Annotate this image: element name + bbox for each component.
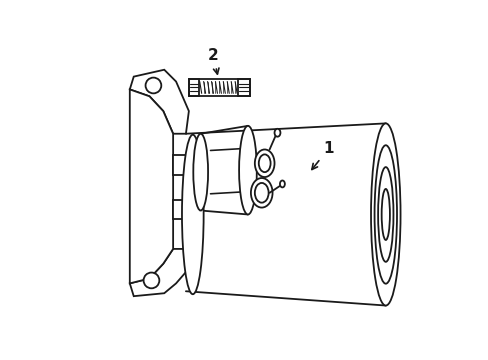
Ellipse shape (254, 149, 274, 177)
Ellipse shape (145, 78, 161, 93)
Ellipse shape (274, 129, 280, 137)
Polygon shape (238, 78, 249, 96)
Polygon shape (188, 78, 198, 96)
Polygon shape (129, 70, 188, 134)
Ellipse shape (254, 183, 268, 203)
Polygon shape (173, 156, 185, 175)
Ellipse shape (250, 178, 272, 208)
Ellipse shape (239, 126, 256, 215)
Ellipse shape (279, 180, 285, 188)
Polygon shape (129, 89, 173, 283)
Ellipse shape (143, 273, 159, 288)
Polygon shape (173, 200, 185, 219)
Ellipse shape (258, 154, 270, 172)
Ellipse shape (381, 189, 389, 240)
Ellipse shape (377, 167, 393, 262)
Ellipse shape (374, 145, 396, 284)
Text: 1: 1 (311, 141, 333, 170)
Polygon shape (129, 249, 188, 296)
Ellipse shape (193, 134, 208, 211)
Text: 2: 2 (208, 49, 219, 74)
Ellipse shape (370, 123, 400, 306)
Ellipse shape (182, 135, 203, 294)
